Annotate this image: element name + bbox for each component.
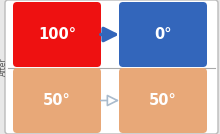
Text: After: After (0, 58, 8, 76)
Text: 100°: 100° (38, 27, 76, 42)
FancyBboxPatch shape (5, 0, 218, 134)
Text: 50°: 50° (149, 93, 177, 108)
FancyBboxPatch shape (119, 2, 207, 67)
Text: 50°: 50° (43, 93, 71, 108)
Text: 0°: 0° (154, 27, 172, 42)
FancyBboxPatch shape (119, 68, 207, 133)
FancyBboxPatch shape (13, 68, 101, 133)
FancyBboxPatch shape (13, 2, 101, 67)
